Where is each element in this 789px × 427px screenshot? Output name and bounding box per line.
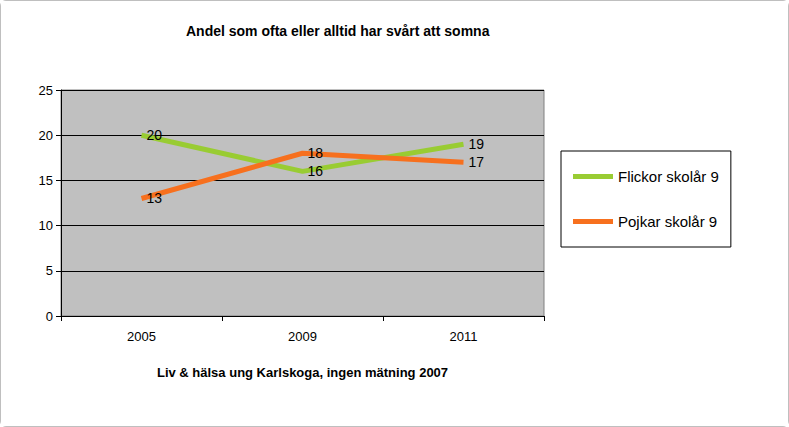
- svg-text:16: 16: [308, 163, 324, 179]
- svg-text:17: 17: [469, 154, 485, 170]
- svg-text:20: 20: [39, 128, 53, 143]
- svg-text:15: 15: [39, 173, 53, 188]
- svg-text:Pojkar skolår 9: Pojkar skolår 9: [618, 213, 717, 230]
- svg-text:0: 0: [46, 309, 53, 324]
- svg-text:2009: 2009: [288, 329, 317, 344]
- svg-text:25: 25: [39, 83, 53, 98]
- svg-text:2005: 2005: [127, 329, 156, 344]
- svg-text:19: 19: [469, 136, 485, 152]
- svg-text:18: 18: [308, 145, 324, 161]
- svg-text:10: 10: [39, 218, 53, 233]
- svg-text:Liv & hälsa ung Karlskoga, ing: Liv & hälsa ung Karlskoga, ingen mätning…: [157, 365, 448, 380]
- svg-text:20: 20: [147, 127, 163, 143]
- svg-text:Flickor skolår 9: Flickor skolår 9: [618, 168, 719, 185]
- svg-text:13: 13: [147, 190, 163, 206]
- svg-text:2011: 2011: [450, 329, 478, 344]
- svg-text:5: 5: [46, 263, 53, 278]
- svg-text:Andel som ofta eller alltid ha: Andel som ofta eller alltid har svårt at…: [186, 23, 490, 39]
